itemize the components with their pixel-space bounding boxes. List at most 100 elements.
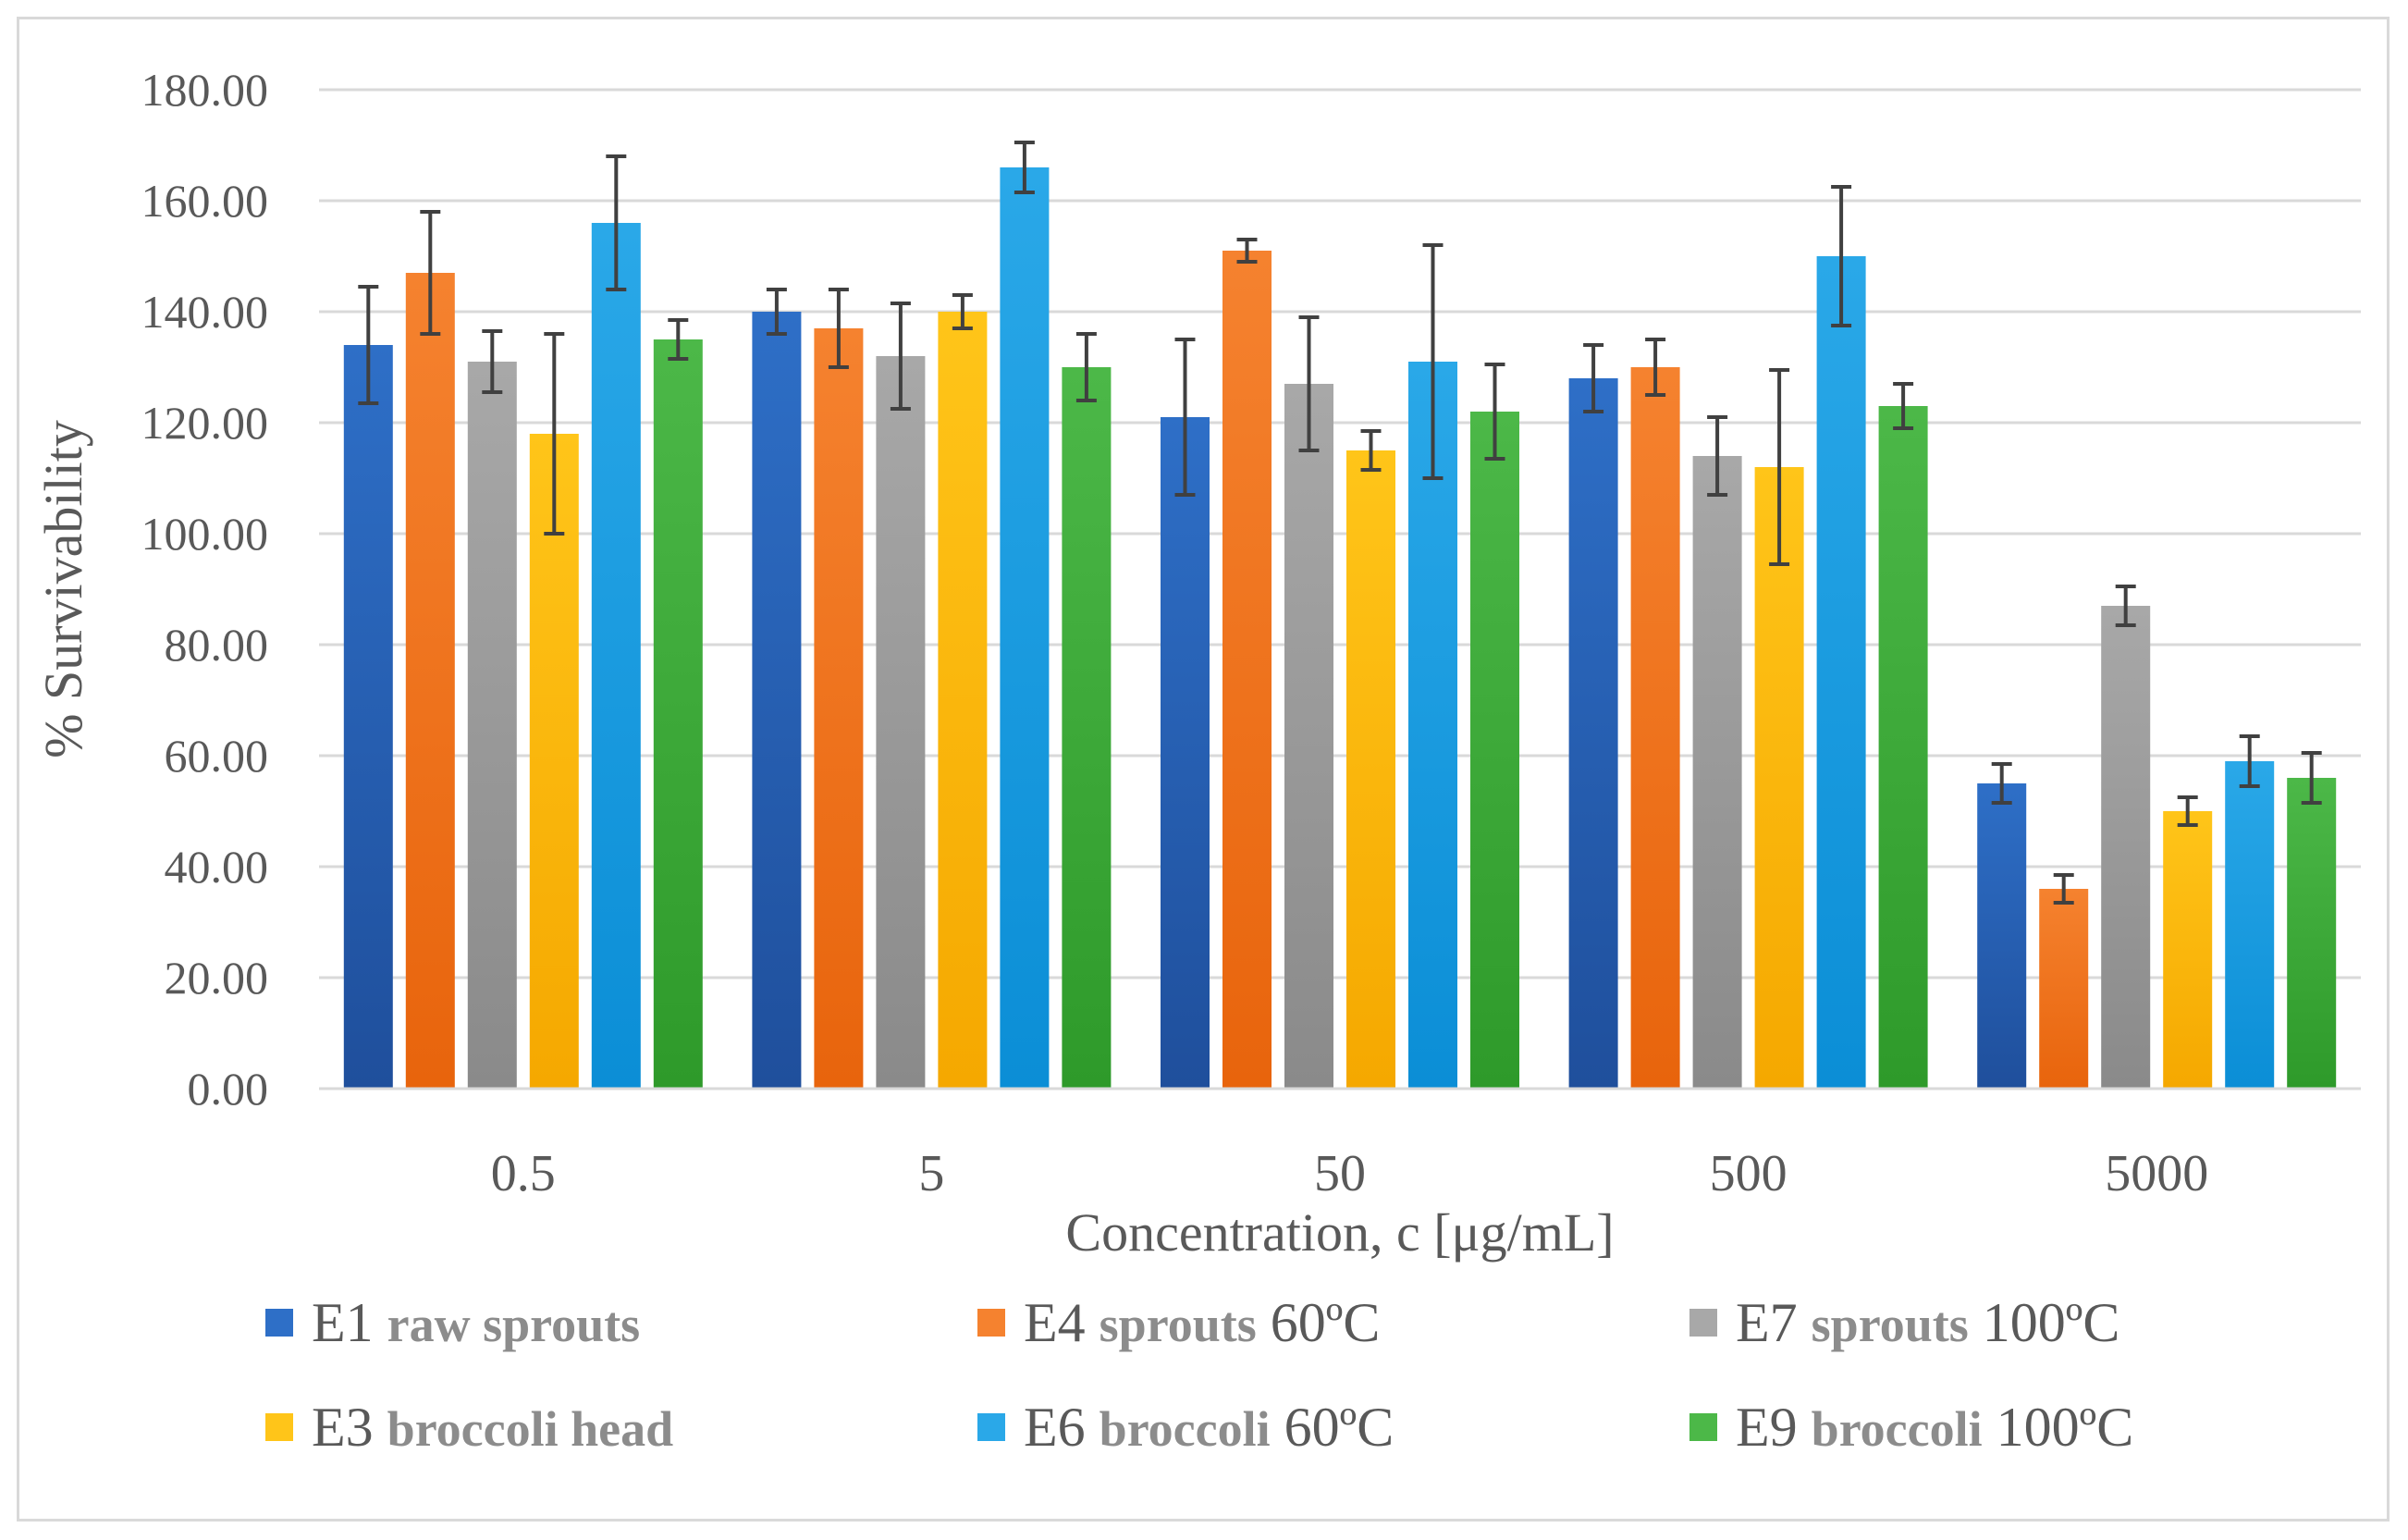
error-bar-e6-5 xyxy=(1014,141,1035,194)
error-bar-e7-50 xyxy=(1298,315,1320,452)
bar-e1-50 xyxy=(1161,417,1210,1089)
bar-e9-50 xyxy=(1470,412,1519,1089)
x-tick-label: 5 xyxy=(918,1145,944,1202)
x-axis-ticks: 0.5 5 50 500 5000 xyxy=(491,1145,2208,1202)
bar-e7-50 xyxy=(1284,384,1333,1089)
bar-e3-5000 xyxy=(2163,811,2213,1089)
error-bar-e3-5000 xyxy=(2177,795,2198,827)
y-tick-label: 160.00 xyxy=(141,175,269,227)
bar-e6-500 xyxy=(1816,256,1866,1089)
bar-e7-500 xyxy=(1692,456,1742,1089)
legend-label: E3 broccoli head xyxy=(312,1397,673,1458)
legend-item-e7: E7 sprouts 100ºC xyxy=(1689,1292,2119,1353)
y-tick-label: 140.00 xyxy=(141,286,269,338)
bar-e1-5000 xyxy=(1977,783,2027,1089)
y-tick-label: 20.00 xyxy=(165,952,269,1004)
bar-e6-5000 xyxy=(2225,761,2275,1089)
error-bar-e1-50 xyxy=(1174,338,1196,497)
y-tick-label: 60.00 xyxy=(165,730,269,782)
legend-label: E4 sprouts 60ºC xyxy=(1024,1292,1380,1353)
error-bar-e7-500 xyxy=(1707,415,1728,497)
error-bar-e7-0.5 xyxy=(482,329,503,394)
y-axis-title: % Survivability xyxy=(33,420,93,758)
error-bar-e7-5 xyxy=(890,302,911,411)
error-bar-e1-5 xyxy=(766,288,787,336)
error-bar-e6-5000 xyxy=(2239,734,2260,788)
error-bars xyxy=(358,141,2322,905)
bar-e4-50 xyxy=(1222,251,1272,1089)
bar-e4-0.5 xyxy=(405,273,455,1089)
error-bar-e4-5000 xyxy=(2053,873,2074,905)
legend-label: E9 broccoli 100ºC xyxy=(1736,1397,2133,1458)
bar-e4-5000 xyxy=(2039,889,2089,1089)
y-tick-label: 80.00 xyxy=(165,619,269,671)
y-tick-label: 0.00 xyxy=(188,1063,269,1115)
error-bar-e9-5 xyxy=(1075,332,1097,402)
error-bar-e3-5 xyxy=(952,293,973,330)
bar-e9-500 xyxy=(1878,406,1928,1089)
legend-swatch xyxy=(265,1309,293,1337)
error-bar-e9-5000 xyxy=(2301,751,2322,805)
legend-swatch xyxy=(1689,1309,1717,1337)
bars xyxy=(343,167,2337,1089)
error-bar-e6-500 xyxy=(1831,185,1852,327)
error-bar-e9-50 xyxy=(1484,363,1505,461)
bar-e3-500 xyxy=(1754,467,1804,1089)
legend-label: E6 broccoli 60ºC xyxy=(1024,1397,1394,1458)
x-axis-title: Concentration, c [μg/mL] xyxy=(1065,1202,1614,1263)
legend-swatch xyxy=(977,1413,1005,1441)
bar-e1-5 xyxy=(752,312,802,1089)
bar-e6-5 xyxy=(1000,167,1050,1089)
error-bar-e3-500 xyxy=(1769,368,1790,566)
legend-swatch xyxy=(977,1309,1005,1337)
legend-item-e6: E6 broccoli 60ºC xyxy=(977,1397,1394,1458)
bar-e4-5 xyxy=(814,328,864,1089)
error-bar-e9-0.5 xyxy=(668,318,689,361)
error-bar-e1-500 xyxy=(1583,343,1604,413)
legend-item-e9: E9 broccoli 100ºC xyxy=(1689,1397,2133,1458)
legend: E1 raw sprouts E4 sprouts 60ºC E7 sprouts … xyxy=(265,1292,2133,1458)
y-tick-label: 40.00 xyxy=(165,841,269,893)
error-bar-e9-500 xyxy=(1893,382,1914,430)
bar-e6-0.5 xyxy=(591,223,641,1089)
error-bar-e3-50 xyxy=(1360,429,1382,472)
bar-e7-0.5 xyxy=(467,362,517,1089)
bar-e1-500 xyxy=(1568,378,1618,1089)
legend-item-e3: E3 broccoli head xyxy=(265,1397,673,1458)
bar-e9-5000 xyxy=(2287,778,2337,1089)
x-tick-label: 5000 xyxy=(2105,1145,2208,1202)
bar-e3-0.5 xyxy=(529,434,579,1089)
bar-e6-50 xyxy=(1408,362,1457,1089)
bar-e1-0.5 xyxy=(343,345,393,1089)
y-tick-label: 100.00 xyxy=(141,508,269,560)
y-tick-label: 120.00 xyxy=(141,397,269,449)
error-bar-e4-0.5 xyxy=(420,210,441,336)
error-bar-e7-5000 xyxy=(2115,585,2136,627)
x-tick-label: 0.5 xyxy=(491,1145,556,1202)
error-bar-e6-50 xyxy=(1422,243,1444,480)
error-bar-e1-5000 xyxy=(1991,762,2012,805)
legend-label: E7 sprouts 100ºC xyxy=(1736,1292,2119,1353)
legend-label: E1 raw sprouts xyxy=(312,1292,640,1353)
legend-item-e1: E1 raw sprouts xyxy=(265,1292,640,1353)
error-bar-e4-5 xyxy=(828,288,849,369)
x-tick-label: 50 xyxy=(1314,1145,1366,1202)
error-bar-e4-50 xyxy=(1236,238,1258,264)
bar-e4-500 xyxy=(1630,367,1680,1089)
y-tick-label: 180.00 xyxy=(141,64,269,116)
legend-swatch xyxy=(265,1413,293,1441)
bar-e9-0.5 xyxy=(653,339,703,1089)
bar-e7-5 xyxy=(876,356,926,1089)
bar-e7-5000 xyxy=(2101,606,2151,1089)
error-bar-e1-0.5 xyxy=(358,285,379,405)
x-tick-label: 500 xyxy=(1710,1145,1788,1202)
y-axis-ticks: 0.00 20.00 40.00 60.00 80.00 100.00 120.00 140.… xyxy=(141,64,269,1115)
error-bar-e3-0.5 xyxy=(544,332,565,536)
legend-swatch xyxy=(1689,1413,1717,1441)
bar-e3-5 xyxy=(938,312,988,1089)
bar-e3-50 xyxy=(1346,450,1395,1089)
error-bar-e6-0.5 xyxy=(606,154,627,291)
bar-e9-5 xyxy=(1062,367,1112,1089)
error-bar-e4-500 xyxy=(1645,338,1666,397)
